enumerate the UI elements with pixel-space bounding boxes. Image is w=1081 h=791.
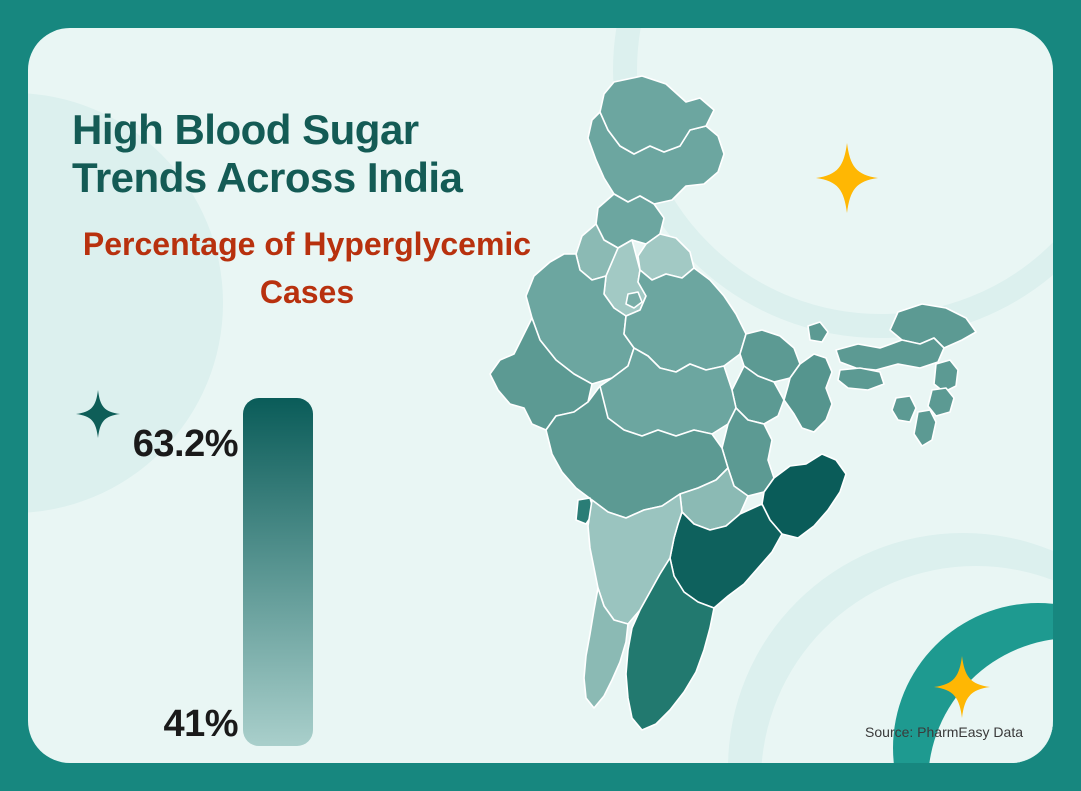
india-choropleth-map: Jammu & Kashmir: 53%Ladakh: 52%Himachal …: [428, 68, 1053, 758]
map-region[interactable]: Sikkim: 54%: [807, 321, 829, 343]
legend-max-label: 63.2%: [132, 423, 239, 465]
legend-gradient-bar: [243, 398, 313, 746]
map-region[interactable]: Delhi: 50%: [625, 291, 643, 309]
page-title: High Blood Sugar Trends Across India: [72, 106, 463, 202]
sparkle-icon: [934, 656, 990, 723]
map-region[interactable]: Gujarat: 53.5%: [489, 317, 593, 431]
legend: 63.2% 41%: [133, 388, 338, 763]
map-region[interactable]: Nagaland: 54%: [933, 359, 959, 393]
sparkle-icon: [76, 390, 120, 443]
map-region[interactable]: Manipur: 54%: [927, 387, 955, 417]
map-region[interactable]: West Bengal: 55%: [783, 353, 833, 433]
source-caption: Source: PharmEasy Data: [865, 724, 1023, 740]
map-region[interactable]: Kerala: 47%: [583, 587, 629, 709]
content-card: High Blood Sugar Trends Across India Per…: [28, 28, 1053, 763]
page-subtitle: Percentage of Hyperglycemic Cases: [82, 226, 532, 310]
map-region[interactable]: Assam: 54%: [835, 337, 945, 371]
map-region[interactable]: Mizoram: 54%: [913, 409, 937, 447]
map-region[interactable]: Tamil Nadu: 58.5%: [625, 557, 715, 731]
map-region[interactable]: Ladakh: 52%: [599, 75, 715, 155]
map-region[interactable]: Arunachal Pradesh: 54%: [889, 303, 977, 349]
map-region[interactable]: Tripura: 54%: [891, 395, 917, 423]
sparkle-icon: [816, 143, 878, 218]
legend-min-label: 41%: [163, 703, 238, 745]
map-region[interactable]: Meghalaya: 54%: [837, 367, 885, 391]
